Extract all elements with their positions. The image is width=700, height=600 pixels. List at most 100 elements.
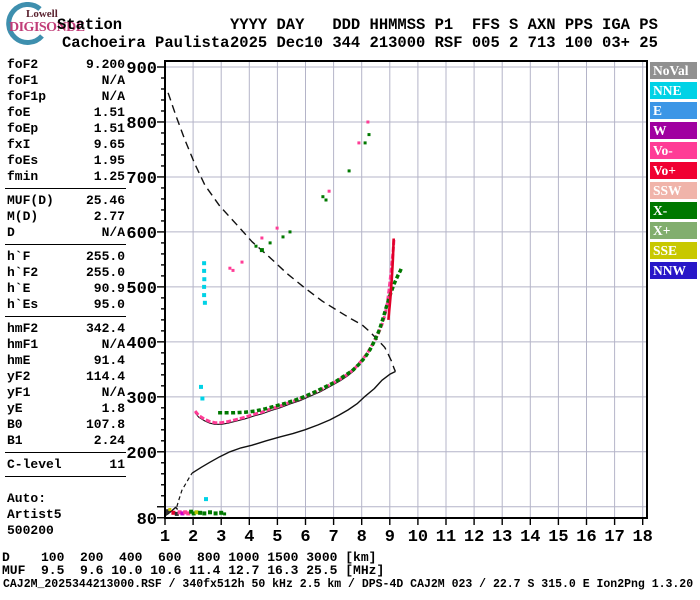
echo-dot bbox=[199, 384, 203, 389]
param-label: 500200 bbox=[7, 523, 54, 538]
param-row-artist5: Artist5 bbox=[7, 507, 125, 523]
legend-item-sse: SSE bbox=[650, 242, 697, 259]
echo-dot bbox=[275, 226, 279, 230]
echo-dot bbox=[171, 510, 176, 515]
legend-item-x: X+ bbox=[650, 222, 697, 239]
x-tick-label: 8 bbox=[357, 528, 367, 547]
header-column-values: 2025 Dec10 344 213000 RSF 005 2 713 100 … bbox=[230, 34, 658, 52]
echo-dot bbox=[240, 260, 244, 264]
param-label: foEp bbox=[7, 121, 39, 136]
x-tick-label: 5 bbox=[272, 528, 282, 547]
echo-dot bbox=[223, 512, 227, 516]
param-label: hmF2 bbox=[7, 321, 39, 336]
station-name: Cachoeira Paulista bbox=[62, 34, 230, 52]
echo-dot bbox=[191, 511, 196, 516]
x-tick-label: 1 bbox=[160, 528, 170, 547]
echo-dot bbox=[219, 510, 224, 515]
echo-dot bbox=[174, 511, 179, 516]
param-value: 1.8 bbox=[101, 401, 125, 416]
param-row-mufd: MUF(D) 25.46 bbox=[7, 193, 125, 209]
o-trace-cusp bbox=[387, 238, 395, 321]
echo-dot bbox=[366, 120, 370, 124]
echo-dot bbox=[228, 266, 232, 270]
logo-digisonde-text: DIGISONDE bbox=[9, 20, 85, 35]
y-tick-label: 700 bbox=[126, 170, 157, 189]
echo-dot bbox=[324, 198, 328, 202]
x-tick-label: 9 bbox=[385, 528, 395, 547]
echo-dot bbox=[204, 497, 208, 502]
param-label: foF1 bbox=[7, 73, 39, 88]
echo-dot bbox=[268, 241, 272, 245]
param-label: fxI bbox=[7, 137, 31, 152]
echo-dot bbox=[231, 268, 235, 272]
param-value: 2.24 bbox=[93, 433, 125, 448]
param-value: 1.95 bbox=[93, 153, 125, 168]
param-row-he: h`E 90.9 bbox=[7, 281, 125, 297]
param-row-auto: Auto: bbox=[7, 491, 125, 507]
echo-dot bbox=[281, 235, 285, 239]
param-row-foep: foEp 1.51 bbox=[7, 121, 125, 137]
param-label: yF1 bbox=[7, 385, 31, 400]
param-value: 1.25 bbox=[93, 169, 125, 184]
param-label: yE bbox=[7, 401, 23, 416]
param-row-fof1p: foF1p N/A bbox=[7, 89, 125, 105]
param-separator bbox=[5, 316, 126, 317]
y-tick-label: 800 bbox=[126, 115, 157, 134]
muf-frequency-row: MUF 9.5 9.6 10.0 10.6 11.4 12.7 16.3 25.… bbox=[2, 563, 385, 578]
param-label: C-level bbox=[7, 457, 62, 472]
x-tick-label: 13 bbox=[492, 528, 512, 547]
digisonde-logo: Lowell DIGISONDE bbox=[2, 2, 97, 52]
echo-dot bbox=[202, 284, 207, 289]
y-tick-label: 500 bbox=[126, 280, 157, 299]
param-label: yF2 bbox=[7, 369, 31, 384]
param-label: foE bbox=[7, 105, 31, 120]
legend-item-vo: Vo+ bbox=[650, 162, 697, 179]
echo-dot bbox=[202, 268, 207, 273]
param-row-hes: h`Es 95.0 bbox=[7, 297, 125, 313]
valley-profile-dashed bbox=[176, 472, 193, 507]
param-row-clevel: C-level 11 bbox=[7, 457, 125, 473]
param-label: M(D) bbox=[7, 209, 39, 224]
x-tick-label: 17 bbox=[604, 528, 624, 547]
param-row-yf1: yF1 N/A bbox=[7, 385, 125, 401]
legend-item-e: E bbox=[650, 102, 697, 119]
x-tick-label: 15 bbox=[548, 528, 568, 547]
param-label: MUF(D) bbox=[7, 193, 54, 208]
param-label: Artist5 bbox=[7, 507, 62, 522]
echo-dot bbox=[186, 511, 191, 516]
doppler-direction-legend: NoVal NNE E W Vo- Vo+ SSW X- X+ SSE NNW bbox=[650, 62, 697, 282]
param-label: foF1p bbox=[7, 89, 47, 104]
echo-dot bbox=[202, 300, 207, 305]
echo-dot bbox=[367, 133, 371, 137]
x-tick-label: 12 bbox=[464, 528, 484, 547]
param-row-ye: yE 1.8 bbox=[7, 401, 125, 417]
ionogram-parameters-panel: foF2 9.200 foF1 N/A foF1p N/A foE 1.51 foEp 1.51 f… bbox=[5, 57, 126, 539]
echo-dot bbox=[183, 510, 188, 515]
param-label: B1 bbox=[7, 433, 23, 448]
echo-dot bbox=[208, 510, 212, 515]
echo-dot bbox=[357, 141, 361, 145]
param-value: 1.51 bbox=[93, 105, 125, 120]
x-tick-label: 16 bbox=[576, 528, 596, 547]
param-label: h`Es bbox=[7, 297, 39, 312]
x-tick-label: 6 bbox=[300, 528, 310, 547]
echo-dot bbox=[327, 189, 331, 193]
param-value: N/A bbox=[101, 225, 125, 240]
param-row-fxi: fxI 9.65 bbox=[7, 137, 125, 153]
param-label: foF2 bbox=[7, 57, 39, 72]
param-row-d: D N/A bbox=[7, 225, 125, 241]
param-value: 9.200 bbox=[85, 57, 125, 72]
bottomside-profile bbox=[191, 370, 396, 474]
measurement-file-info: CAJ2M_2025344213000.RSF / 340fx512h 50 k… bbox=[3, 578, 694, 591]
param-label: B0 bbox=[7, 417, 23, 432]
param-separator bbox=[5, 452, 126, 453]
param-value: 91.4 bbox=[93, 353, 125, 368]
o-trace bbox=[193, 237, 396, 425]
param-row-hmf1: hmF1 N/A bbox=[7, 337, 125, 353]
echo-dot bbox=[202, 511, 207, 516]
param-value: 107.8 bbox=[85, 417, 125, 432]
legend-item-nnw: NNW bbox=[650, 262, 697, 279]
legend-item-vo: Vo- bbox=[650, 142, 697, 159]
logo-arc-icon bbox=[6, 2, 44, 45]
